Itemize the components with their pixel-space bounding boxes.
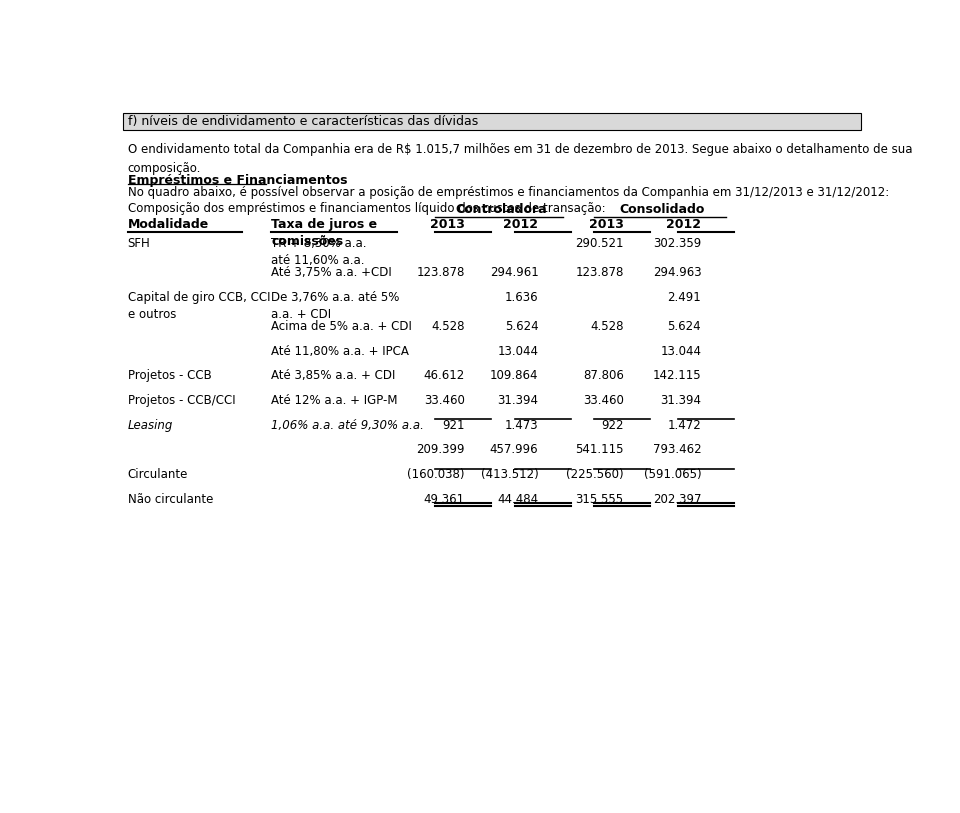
Text: 2012: 2012: [666, 219, 701, 232]
Text: Taxa de juros e
comissões: Taxa de juros e comissões: [271, 219, 377, 249]
Text: 2013: 2013: [588, 219, 624, 232]
Text: 123.878: 123.878: [575, 266, 624, 279]
Text: 209.399: 209.399: [417, 443, 465, 456]
Text: 142.115: 142.115: [653, 369, 701, 382]
Text: De 3,76% a.a. até 5%
a.a. + CDI: De 3,76% a.a. até 5% a.a. + CDI: [271, 291, 399, 321]
Text: 541.115: 541.115: [575, 443, 624, 456]
Text: 33.460: 33.460: [583, 394, 624, 407]
Text: TR + 8,30% a.a.
até 11,60% a.a.: TR + 8,30% a.a. até 11,60% a.a.: [271, 237, 367, 267]
Text: 13.044: 13.044: [660, 345, 701, 358]
Text: 1.473: 1.473: [505, 419, 539, 432]
Text: Acima de 5% a.a. + CDI: Acima de 5% a.a. + CDI: [271, 320, 412, 333]
Text: 123.878: 123.878: [417, 266, 465, 279]
Text: 33.460: 33.460: [424, 394, 465, 407]
Text: Consolidado: Consolidado: [620, 203, 706, 216]
Text: (160.038): (160.038): [407, 468, 465, 481]
Text: 2012: 2012: [503, 219, 539, 232]
Text: 4.528: 4.528: [590, 320, 624, 333]
Text: 921: 921: [443, 419, 465, 432]
Text: Não circulante: Não circulante: [128, 493, 213, 506]
Text: (413.512): (413.512): [481, 468, 539, 481]
Text: Composição dos empréstimos e financiamentos líquido dos custos de transação:: Composição dos empréstimos e financiamen…: [128, 202, 606, 215]
Text: 13.044: 13.044: [497, 345, 539, 358]
Text: 1.472: 1.472: [667, 419, 701, 432]
Text: 294.963: 294.963: [653, 266, 701, 279]
Text: 31.394: 31.394: [497, 394, 539, 407]
Text: Até 12% a.a. + IGP-M: Até 12% a.a. + IGP-M: [271, 394, 397, 407]
Text: 922: 922: [601, 419, 624, 432]
Text: 5.624: 5.624: [505, 320, 539, 333]
Text: f) níveis de endividamento e características das dívidas: f) níveis de endividamento e característ…: [128, 115, 478, 128]
Text: 294.961: 294.961: [490, 266, 539, 279]
Text: 457.996: 457.996: [490, 443, 539, 456]
Text: 302.359: 302.359: [653, 237, 701, 250]
Text: Capital de giro CCB, CCI
e outros: Capital de giro CCB, CCI e outros: [128, 291, 271, 321]
Text: Projetos - CCB: Projetos - CCB: [128, 369, 211, 382]
Text: (225.560): (225.560): [566, 468, 624, 481]
Text: 2013: 2013: [430, 219, 465, 232]
Text: 87.806: 87.806: [583, 369, 624, 382]
Text: Controladora: Controladora: [456, 203, 547, 216]
Text: No quadro abaixo, é possível observar a posição de empréstimos e financiamentos : No quadro abaixo, é possível observar a …: [128, 186, 889, 199]
Text: 2.491: 2.491: [667, 291, 701, 304]
Text: SFH: SFH: [128, 237, 151, 250]
Text: 1.636: 1.636: [505, 291, 539, 304]
Text: Leasing: Leasing: [128, 419, 173, 432]
Text: (591.065): (591.065): [643, 468, 701, 481]
Text: 4.528: 4.528: [431, 320, 465, 333]
Text: 44.484: 44.484: [497, 493, 539, 506]
Text: Até 3,75% a.a. +CDI: Até 3,75% a.a. +CDI: [271, 266, 392, 279]
Text: Até 3,85% a.a. + CDI: Até 3,85% a.a. + CDI: [271, 369, 396, 382]
Text: 49.361: 49.361: [423, 493, 465, 506]
Text: 793.462: 793.462: [653, 443, 701, 456]
Text: Modalidade: Modalidade: [128, 219, 209, 232]
Text: 315.555: 315.555: [576, 493, 624, 506]
FancyBboxPatch shape: [123, 113, 861, 130]
Text: Projetos - CCB/CCI: Projetos - CCB/CCI: [128, 394, 235, 407]
Text: Circulante: Circulante: [128, 468, 188, 481]
Text: 1,06% a.a. até 9,30% a.a.: 1,06% a.a. até 9,30% a.a.: [271, 419, 424, 432]
Text: O endividamento total da Companhia era de R$ 1.015,7 milhões em 31 de dezembro d: O endividamento total da Companhia era d…: [128, 143, 912, 175]
Text: Empréstimos e Financiamentos: Empréstimos e Financiamentos: [128, 174, 348, 187]
Text: 31.394: 31.394: [660, 394, 701, 407]
Text: 46.612: 46.612: [423, 369, 465, 382]
Text: 5.624: 5.624: [667, 320, 701, 333]
Text: 202.397: 202.397: [653, 493, 701, 506]
Text: 290.521: 290.521: [575, 237, 624, 250]
Text: 109.864: 109.864: [490, 369, 539, 382]
Text: Até 11,80% a.a. + IPCA: Até 11,80% a.a. + IPCA: [271, 345, 409, 358]
